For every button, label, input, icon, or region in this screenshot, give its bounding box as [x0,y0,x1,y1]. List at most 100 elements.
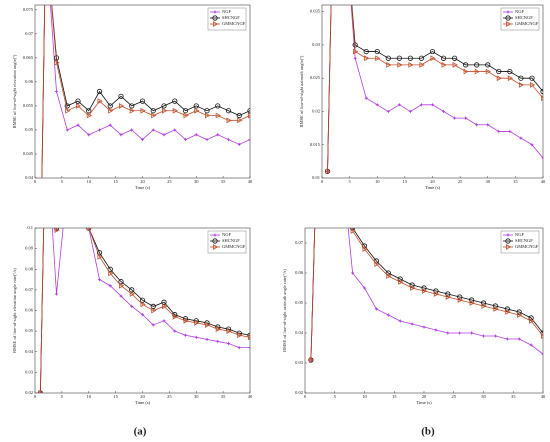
x-tick-label: 10 [87,394,92,399]
marker [529,343,534,347]
legend-label: GMMCNGF [222,244,246,249]
legend-label: SHCNGF [222,238,240,243]
marker [374,261,380,267]
series-line [327,5,543,172]
x-tick-label: 5 [349,179,352,184]
marker [410,285,416,291]
y-tick-label: 0.02 [295,390,303,395]
marker [96,250,103,256]
marker [182,108,189,114]
marker [194,319,200,326]
marker [441,62,447,68]
marker [504,306,510,312]
marker [463,68,469,75]
marker [374,307,379,311]
marker [541,95,543,102]
marker [248,345,250,350]
marker [374,48,380,55]
marker [226,137,231,142]
marker [162,107,168,114]
marker [386,109,391,114]
marker [507,129,512,134]
marker [76,185,80,189]
marker [421,285,427,291]
y-tick-label: 0.05 [295,300,304,305]
x-tick-label: 10 [362,394,367,399]
y-tick-label: 0.015 [310,142,321,147]
marker [506,233,510,237]
marker [183,137,188,142]
marker [172,313,178,320]
x-tick-label: 25 [167,394,172,399]
marker [205,337,209,342]
marker [397,102,402,107]
marker [516,309,522,315]
legend-label: GMMCNGF [515,21,539,26]
marker [38,390,44,393]
plot-area [37,185,250,393]
marker [385,270,391,276]
marker [496,75,503,82]
marker [204,108,210,114]
legend-label: NGF [222,232,231,237]
marker [194,335,199,340]
marker [541,333,543,339]
marker [433,288,439,294]
marker [463,62,469,68]
marker [161,299,167,305]
marker [457,294,463,300]
series-line [327,5,543,172]
marker [541,156,543,161]
legend-label: GMMCNGF [515,244,539,249]
marker [408,62,414,68]
y-tick-label: 0.03 [25,369,34,374]
marker [129,107,135,114]
y-tick-label: 0.01 [312,175,320,180]
marker [162,132,166,137]
marker [140,301,146,308]
marker [518,75,524,81]
marker [474,62,480,68]
marker [172,127,177,132]
marker [408,109,413,114]
y-tick-label: 0.06 [25,79,34,84]
marker [225,108,232,114]
marker [213,233,217,237]
marker [507,75,514,82]
legend-label: NGF [222,9,231,14]
x-axis-label: Time (s) [416,400,432,405]
marker [529,81,536,88]
marker [129,291,135,297]
y-tick-label: 0.1 [27,225,33,230]
marker [65,185,69,189]
x-tick-label: 20 [140,394,145,399]
marker [119,103,125,109]
marker [440,55,447,61]
legend-box [500,7,540,31]
marker [433,291,440,297]
marker [397,276,403,282]
y-tick-label: 0.06 [25,308,34,313]
x-tick-label: 5 [61,179,64,184]
series-line [310,228,543,361]
marker [469,331,474,335]
marker [385,55,391,61]
marker [506,21,512,27]
marker [162,303,168,310]
marker [474,68,480,75]
y-tick-label: 0.04 [25,349,34,354]
x-axis-label: Time (s) [135,400,151,405]
marker [430,55,436,62]
x-tick-label: 5 [334,394,337,399]
marker [76,185,80,189]
marker [418,55,425,61]
marker [213,244,219,250]
marker [140,137,145,142]
marker [375,102,380,107]
marker [505,337,510,341]
y-tick-label: 0.055 [23,103,34,108]
marker [386,273,392,279]
legend-label: SHCNGF [515,238,533,243]
marker [118,279,124,285]
